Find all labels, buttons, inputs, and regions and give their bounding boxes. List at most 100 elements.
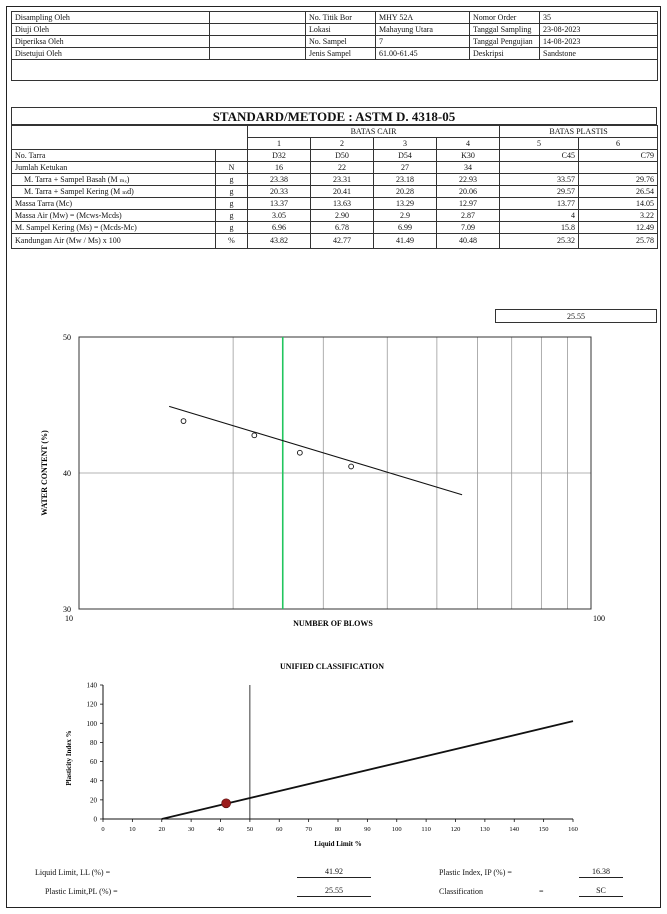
results-summary: Liquid Limit, LL (%) = 41.92 Plastic Lim… (7, 865, 660, 907)
table-cell: 14.05 (577, 197, 659, 210)
plastic-limit-average: 25.55 (495, 309, 657, 323)
table-row: Kandungan Air (Mw / Ms) x 100% 43.82 42.77… (11, 233, 659, 249)
y-tick-label: 80 (90, 739, 98, 747)
y-tick-label: 40 (63, 469, 71, 478)
flow-curve-chart: 30 40 50 10 100 NUMBER OF BLOWS WATER CONTEN… (40, 333, 605, 628)
row-unit: % (215, 233, 248, 249)
header-mid-value: 61.00-61.45 (375, 47, 470, 60)
row-unit: g (215, 221, 248, 234)
table-cell: 27 (373, 161, 437, 174)
x-tick-label: 40 (217, 826, 224, 833)
row-label: Kandungan Air (Mw / Ms) x 100 (11, 233, 216, 249)
table-cell: D32 (247, 149, 311, 162)
table-cell: 2.87 (436, 209, 500, 222)
column-number: 4 (436, 137, 500, 150)
table-cell: 13.37 (247, 197, 311, 210)
column-number: 5 (499, 137, 579, 150)
table-cell: 2.9 (373, 209, 437, 222)
x-tick-label: 50 (247, 826, 254, 833)
plasticity-chart: UNIFIED CLASSIFICATION 02040608010012014… (65, 662, 578, 848)
header-right-value: 23-08-2023 (539, 23, 658, 36)
report-page: Disampling Oleh No. Titik Bor MHY 52A Nomor… (6, 6, 661, 908)
row-unit: g (215, 173, 248, 186)
row-label: Jumlah Ketukan (11, 161, 216, 174)
standard-title: STANDARD/METODE : ASTM D. 4318-05 (11, 107, 657, 125)
table-cell: 41.49 (373, 233, 437, 249)
group-liquid-limit: BATAS CAIR (247, 125, 500, 138)
classification-value: SC (579, 886, 623, 897)
table-cell: 2.90 (310, 209, 374, 222)
table-cell: 29.76 (577, 173, 659, 186)
table-cell: 20.33 (247, 185, 311, 198)
header-spacer (11, 59, 658, 81)
row-label: M. Tarra + Sampel Kering (M ₘd) (11, 185, 216, 198)
x-tick-label: 150 (539, 826, 549, 833)
x-tick-label: 80 (335, 826, 342, 833)
plasticity-chart-y-label: Plasticity Index % (65, 730, 73, 785)
table-cell: 23.38 (247, 173, 311, 186)
classification-label: Classification (439, 887, 483, 896)
table-cell: 13.77 (499, 197, 579, 210)
plasticity-chart-x-label: Liquid Limit % (314, 840, 361, 848)
header-left-label: Disetujui Oleh (11, 47, 210, 60)
row-label: M. Tarra + Sampel Basah (M ₘₓ) (11, 173, 216, 186)
plastic-limit-label: Plastic Limit,PL (%) = (45, 887, 118, 896)
plot-frame (78, 336, 592, 610)
x-tick-label: 70 (305, 826, 312, 833)
row-unit: g (215, 197, 248, 210)
x-tick-label: 0 (101, 826, 104, 833)
table-cell: 12.49 (577, 221, 659, 234)
header-mid-label: No. Sampel (305, 35, 376, 48)
table-cell: 25.32 (499, 233, 579, 249)
x-tick-label: 100 (392, 826, 402, 833)
y-tick-label: 30 (63, 605, 71, 614)
row-unit (215, 149, 248, 162)
table-cell: 33.57 (499, 173, 579, 186)
table-cell: 43.82 (247, 233, 311, 249)
x-tick-label: 60 (276, 826, 283, 833)
row-label: Massa Air (Mw) = (Mcws-Mcds) (11, 209, 216, 222)
table-cell (499, 161, 579, 174)
x-tick-label: 120 (451, 826, 461, 833)
table-cell (577, 161, 659, 174)
row-label: Massa Tarra (Mc) (11, 197, 216, 210)
header-mid-value: MHY 52A (375, 11, 470, 24)
table-cell: D54 (373, 149, 437, 162)
row-unit: N (215, 161, 248, 174)
header-spacer-row (11, 59, 658, 81)
header-mid-label: Lokasi (305, 23, 376, 36)
data-point (180, 418, 187, 424)
table-cell: 15.8 (499, 221, 579, 234)
header-left-label: Diperiksa Oleh (11, 35, 210, 48)
plasticity-chart-title: UNIFIED CLASSIFICATION (280, 662, 384, 671)
x-tick-label: 20 (159, 826, 166, 833)
table-cell: 7.09 (436, 221, 500, 234)
table-cell: 13.63 (310, 197, 374, 210)
header-row: Disetujui Oleh Jenis Sampel 61.00-61.45 Des… (11, 47, 658, 60)
liquid-limit-label: Liquid Limit, LL (%) = (35, 868, 111, 877)
header-right-label: Deskripsi (469, 47, 540, 60)
header-right-label: Tanggal Sampling (469, 23, 540, 36)
header-left-value (209, 23, 306, 36)
table-row: Massa Air (Mw) = (Mcws-Mcds) g 3.05 2.90 2.9… (11, 209, 659, 222)
table-cell: 22 (310, 161, 374, 174)
table-cell: 20.41 (310, 185, 374, 198)
row-label: No. Tarra (11, 149, 216, 162)
x-tick-label: 10 (65, 614, 73, 623)
row-unit: g (215, 209, 248, 222)
header-right-value: 14-08-2023 (539, 35, 658, 48)
header-left-value (209, 35, 306, 48)
x-tick-label: 160 (568, 826, 578, 833)
data-point (348, 463, 354, 470)
header-row: Diperiksa Oleh No. Sampel 7 Tanggal Penguji… (11, 35, 658, 48)
flow-chart-marks (168, 337, 463, 609)
flow-chart-y-label: WATER CONTENT (%) (40, 430, 49, 516)
table-header-blank (11, 125, 248, 150)
header-right-label: Tanggal Pengujian (469, 35, 540, 48)
table-cell: 42.77 (310, 233, 374, 249)
table-cell: C79 (577, 149, 659, 162)
header-right-label: Nomor Order (469, 11, 540, 24)
table-row: Massa Tarra (Mc) g 13.37 13.63 13.29 12.97 13.… (11, 197, 659, 210)
table-row: Jumlah Ketukan N 16 22 27 34 (11, 161, 659, 174)
table-cell: 6.96 (247, 221, 311, 234)
